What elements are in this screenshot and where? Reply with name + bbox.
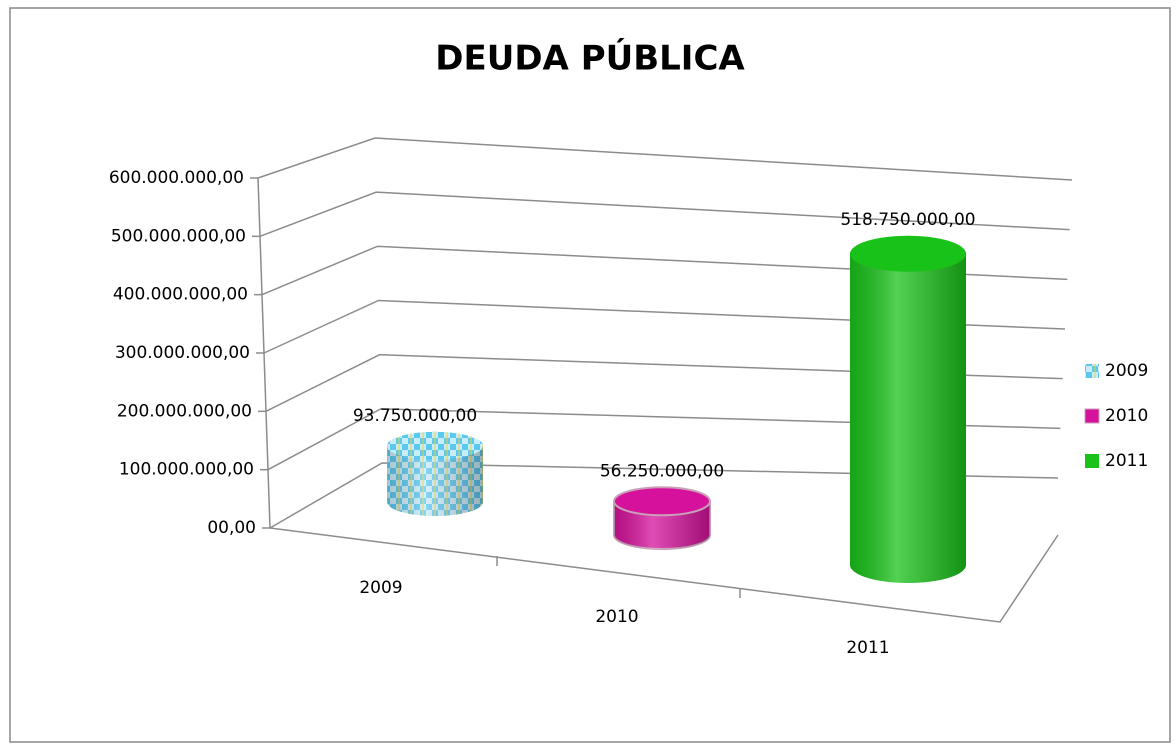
cylinder-top bbox=[613, 486, 711, 517]
grid-line bbox=[265, 353, 1063, 413]
cylinder-top bbox=[850, 235, 966, 272]
y-tick-label: 100.000.000,00 bbox=[119, 460, 254, 480]
y-tick-label: 300.000.000,00 bbox=[115, 343, 250, 363]
legend-label: 2011 bbox=[1105, 451, 1148, 471]
grid-line bbox=[269, 462, 1059, 529]
legend-label: 2010 bbox=[1105, 406, 1148, 426]
x-tick-label: 2009 bbox=[359, 578, 402, 598]
data-label: 93.750.000,00 bbox=[353, 406, 477, 426]
cylinder-top bbox=[387, 431, 483, 460]
cylinder-shade bbox=[387, 445, 483, 516]
data-label: 518.750.000,00 bbox=[840, 210, 975, 230]
cylinder-shade bbox=[850, 253, 966, 583]
chart-title: DEUDA PÚBLICA bbox=[435, 38, 745, 79]
legend-swatch bbox=[1084, 408, 1100, 424]
grid-line bbox=[259, 191, 1070, 238]
legend-swatch bbox=[1085, 364, 1099, 378]
data-label: 56.250.000,00 bbox=[600, 461, 724, 481]
x-tick-label: 2011 bbox=[846, 638, 889, 658]
grid-line bbox=[261, 245, 1068, 296]
y-tick-label: 600.000.000,00 bbox=[109, 168, 244, 188]
grid-line bbox=[263, 299, 1066, 354]
grid-line bbox=[267, 408, 1061, 471]
y-tick-label: 400.000.000,00 bbox=[113, 285, 248, 305]
y-tick-label: 200.000.000,00 bbox=[117, 401, 252, 421]
y-tick-label: 00,00 bbox=[207, 518, 256, 538]
x-tick-label: 2010 bbox=[595, 607, 638, 627]
chart-border bbox=[9, 7, 1171, 743]
legend-label: 2009 bbox=[1105, 361, 1148, 381]
grid-line bbox=[257, 137, 1073, 181]
legend-swatch bbox=[1085, 454, 1099, 468]
y-tick-label: 500.000.000,00 bbox=[111, 226, 246, 246]
floor bbox=[269, 527, 1059, 623]
